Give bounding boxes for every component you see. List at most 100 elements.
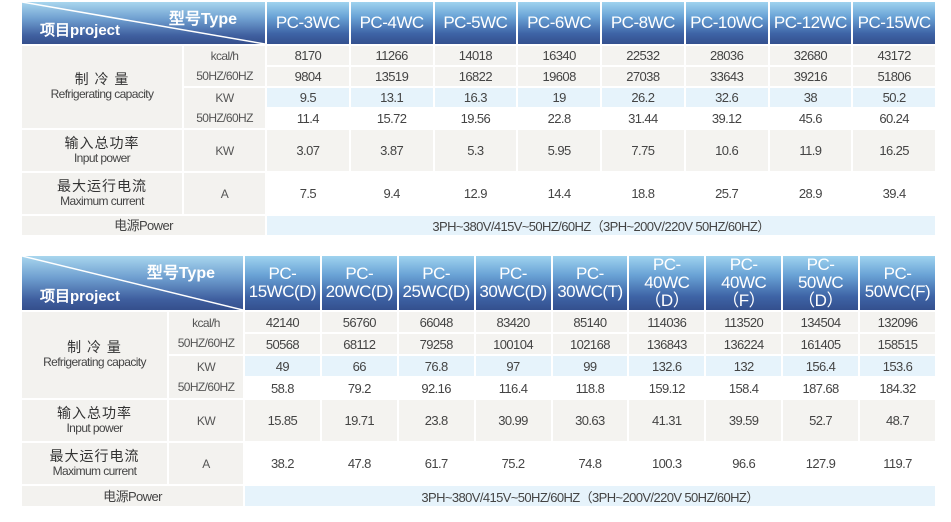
model-header: PC- 50WC（D）	[783, 256, 858, 310]
value-cell-kcal_60: 51806	[853, 67, 935, 86]
value-cell-kcal_50: 16340	[518, 46, 600, 65]
value-cell-input: 48.7	[860, 400, 935, 441]
value-cell-kcal_50: 134504	[783, 312, 858, 332]
value-cell-current: 9.4	[350, 173, 433, 214]
value-cell-kcal_50: 11266	[350, 46, 433, 65]
value-cell-kcal_50: 8170	[267, 46, 349, 65]
unit-kw: KW 50HZ/60HZ	[169, 356, 243, 398]
value-cell-kw_60: 11.4	[267, 109, 349, 128]
value-cell-kcal_50: 85140	[552, 312, 628, 332]
power-value: 3PH~380V/415V~50HZ/60HZ（3PH~200V/220V 50…	[267, 216, 935, 235]
unit-kw-input: KW	[169, 400, 243, 441]
value-cell-kcal_60: 16822	[434, 67, 517, 86]
value-cell-kcal_50: 132096	[860, 312, 935, 332]
value-cell-input: 41.31	[629, 400, 705, 441]
value-cell-kcal_60: 136843	[629, 334, 705, 354]
value-cell-input: 5.3	[434, 130, 517, 171]
value-cell-current: 47.8	[321, 443, 397, 484]
value-cell-kcal_60: 136224	[706, 334, 782, 354]
value-cell-input: 15.85	[245, 400, 320, 441]
value-cell-kw_50: 156.4	[783, 356, 858, 376]
value-cell-kcal_50: 28036	[685, 46, 768, 65]
value-cell-input: 19.71	[321, 400, 397, 441]
value-cell-kw_60: 79.2	[321, 378, 397, 398]
value-cell-kcal_60: 79258	[398, 334, 474, 354]
value-cell-kcal_60: 27038	[602, 67, 684, 86]
value-cell-kcal_50: 42140	[245, 312, 320, 332]
corner-header: 型号Type 项目project	[22, 256, 243, 310]
value-cell-kw_60: 31.44	[602, 109, 684, 128]
value-cell-kcal_50: 14018	[434, 46, 517, 65]
value-cell-input: 30.99	[475, 400, 551, 441]
value-cell-kcal_50: 66048	[398, 312, 474, 332]
value-cell-kcal_60: 68112	[321, 334, 397, 354]
value-cell-current: 7.5	[267, 173, 349, 214]
value-cell-kw_50: 97	[475, 356, 551, 376]
value-cell-kcal_60: 19608	[518, 67, 600, 86]
current-label: 最大运行电流 Maximum current	[22, 443, 167, 484]
type-label: 型号Type	[168, 11, 237, 28]
model-header: PC-4WC	[350, 2, 433, 44]
value-cell-current: 127.9	[783, 443, 858, 484]
value-cell-kw_50: 9.5	[267, 88, 349, 107]
value-cell-input: 5.95	[518, 130, 600, 171]
value-cell-kw_50: 153.6	[860, 356, 935, 376]
value-cell-kw_60: 92.16	[398, 378, 474, 398]
unit-kcal: kcal/h 50HZ/60HZ	[184, 46, 265, 86]
spec-table-2: 型号Type 项目project PC- 15WC(D) PC- 20WC(D) PC-…	[20, 254, 937, 508]
value-cell-input: 16.25	[853, 130, 935, 171]
value-cell-kw_60: 159.12	[629, 378, 705, 398]
model-header: PC-5WC	[434, 2, 517, 44]
value-cell-kw_60: 116.4	[475, 378, 551, 398]
value-cell-input: 11.9	[769, 130, 852, 171]
value-cell-kw_60: 15.72	[350, 109, 433, 128]
value-cell-current: 61.7	[398, 443, 474, 484]
value-cell-kcal_50: 113520	[706, 312, 782, 332]
value-cell-kw_50: 32.6	[685, 88, 768, 107]
value-cell-current: 38.2	[245, 443, 320, 484]
project-label: 项目project	[40, 22, 121, 39]
value-cell-current: 75.2	[475, 443, 551, 484]
value-cell-kcal_50: 114036	[629, 312, 705, 332]
value-cell-kw_60: 58.8	[245, 378, 320, 398]
value-cell-kw_60: 19.56	[434, 109, 517, 128]
value-cell-input: 39.59	[706, 400, 782, 441]
model-header: PC-3WC	[267, 2, 349, 44]
model-header: PC- 50WC(F)	[860, 256, 935, 310]
unit-kcal: kcal/h 50HZ/60HZ	[169, 312, 243, 354]
power-value: 3PH~380V/415V~50HZ/60HZ（3PH~200V/220V 50…	[245, 486, 935, 506]
model-header: PC-12WC	[769, 2, 852, 44]
value-cell-kw_60: 118.8	[552, 378, 628, 398]
model-header: PC- 40WC（F）	[706, 256, 782, 310]
unit-kw-input: KW	[184, 130, 265, 171]
value-cell-kcal_60: 102168	[552, 334, 628, 354]
value-cell-kw_50: 49	[245, 356, 320, 376]
model-header: PC- 30WC(T)	[552, 256, 628, 310]
project-label: 项目project	[40, 288, 121, 305]
capacity-label: 制 冷 量 Refrigerating capacity	[22, 46, 182, 128]
value-cell-input: 30.63	[552, 400, 628, 441]
value-cell-kcal_60: 50568	[245, 334, 320, 354]
corner-header: 型号Type 项目project	[22, 2, 265, 44]
input-power-label: 输入总功率 Input power	[22, 400, 167, 441]
model-header: PC- 25WC(D)	[398, 256, 474, 310]
current-label: 最大运行电流 Maximum current	[22, 173, 182, 214]
value-cell-kcal_50: 56760	[321, 312, 397, 332]
value-cell-current: 96.6	[706, 443, 782, 484]
input-power-label: 输入总功率 Input power	[22, 130, 182, 171]
value-cell-kw_50: 99	[552, 356, 628, 376]
value-cell-kw_50: 50.2	[853, 88, 935, 107]
model-header: PC- 40WC（D）	[629, 256, 705, 310]
capacity-label: 制 冷 量 Refrigerating capacity	[22, 312, 167, 398]
value-cell-kcal_60: 39216	[769, 67, 852, 86]
value-cell-current: 100.3	[629, 443, 705, 484]
value-cell-current: 119.7	[860, 443, 935, 484]
type-label: 型号Type	[146, 265, 215, 282]
unit-a: A	[184, 173, 265, 214]
value-cell-kw_50: 38	[769, 88, 852, 107]
value-cell-kcal_50: 32680	[769, 46, 852, 65]
value-cell-kcal_60: 158515	[860, 334, 935, 354]
value-cell-kw_50: 16.3	[434, 88, 517, 107]
value-cell-kw_60: 158.4	[706, 378, 782, 398]
value-cell-kcal_60: 161405	[783, 334, 858, 354]
